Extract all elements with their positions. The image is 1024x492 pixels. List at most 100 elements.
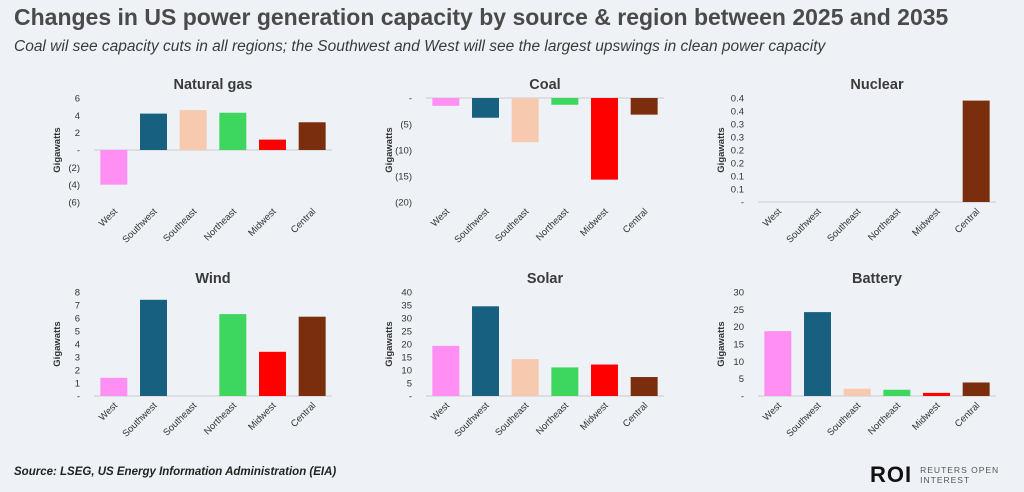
y-tick-label: 25 — [733, 305, 744, 316]
panel-title-natural-gas: Natural gas — [174, 77, 253, 93]
y-tick-label: - — [741, 198, 744, 209]
y-tick-label: 30 — [733, 288, 744, 299]
x-tick-label-west: West — [97, 400, 120, 423]
bar-natural-gas-southeast — [179, 110, 207, 150]
y-tick-label: 15 — [401, 353, 412, 364]
y-axis-label: Gigawatts — [52, 321, 63, 366]
x-tick-label-southeast: Southeast — [493, 206, 531, 244]
bar-nuclear-central — [962, 100, 990, 202]
x-tick-label-southwest: Southwest — [452, 206, 491, 245]
bar-natural-gas-west — [100, 150, 128, 185]
y-tick-label: 7 — [75, 301, 80, 312]
y-tick-label: 0.3 — [731, 120, 744, 131]
x-tick-label-midwest: Midwest — [246, 206, 279, 239]
chart-nuclear: Nuclear Gigawatts 0.4 0.4 0.3 0.3 0.2 0.2 0.1 0.1… — [716, 77, 996, 245]
bar-battery-southeast — [843, 388, 871, 396]
x-tick-label-west: West — [761, 206, 784, 229]
bar-coal-midwest — [591, 98, 618, 180]
bar-solar-southeast — [511, 359, 539, 396]
panel-solar: Solar Gigawatts 40 35 30 25 20 15 10 5 - West Southw… — [346, 266, 676, 454]
y-tick-label: (20) — [395, 198, 412, 209]
bar-wind-west — [100, 377, 128, 396]
y-tick-label: (10) — [395, 146, 412, 157]
bar-wind-southwest — [140, 299, 167, 396]
bar-wind-midwest — [259, 351, 286, 396]
x-tick-label-southwest: Southwest — [784, 206, 823, 245]
x-tick-label-southeast: Southeast — [493, 400, 531, 438]
x-tick-label-northeast: Northeast — [202, 206, 239, 243]
bar-solar-central — [630, 377, 658, 396]
y-axis-label: Gigawatts — [716, 321, 727, 366]
y-tick-label: 25 — [401, 327, 412, 338]
chart-battery: Battery Gigawatts 30 25 20 15 10 5 - West Southwes… — [716, 271, 996, 439]
y-tick-label: 2 — [75, 366, 80, 377]
bar-wind-northeast — [219, 314, 247, 396]
y-tick-label: (2) — [68, 163, 80, 174]
y-tick-label: 0.1 — [731, 185, 744, 196]
y-tick-label: 5 — [739, 374, 744, 385]
bar-battery-west — [764, 331, 792, 396]
x-tick-label-southeast: Southeast — [825, 206, 863, 244]
x-tick-label-west: West — [429, 206, 452, 229]
bar-coal-southwest — [472, 98, 499, 118]
y-axis-label: Gigawatts — [384, 127, 395, 172]
logo-text: REUTERS OPEN INTEREST — [920, 465, 1000, 485]
logo-mark: ROI — [870, 462, 913, 487]
y-tick-label: 10 — [733, 357, 744, 368]
chart-solar: Solar Gigawatts 40 35 30 25 20 15 10 5 - West Southw… — [384, 271, 664, 439]
roi-logo: ROI REUTERS OPEN INTEREST — [870, 462, 1000, 488]
panel-title-coal: Coal — [529, 77, 560, 93]
y-tick-label: 8 — [75, 288, 80, 299]
bar-natural-gas-midwest — [259, 139, 286, 150]
y-tick-label: 3 — [75, 353, 80, 364]
chart-coal: Coal Gigawatts - (5) (10) (15) (20) West Southwe… — [384, 77, 664, 245]
y-tick-label: 20 — [401, 340, 412, 351]
bar-coal-west — [432, 98, 460, 106]
bar-solar-west — [432, 345, 460, 396]
y-tick-label: 35 — [401, 301, 412, 312]
source-note: Source: LSEG, US Energy Information Admi… — [14, 466, 337, 478]
x-tick-label-midwest: Midwest — [910, 206, 943, 239]
x-tick-label-midwest: Midwest — [578, 206, 611, 239]
x-tick-label-central: Central — [289, 400, 318, 429]
bar-natural-gas-northeast — [219, 112, 247, 150]
panel-nuclear: Nuclear Gigawatts 0.4 0.4 0.3 0.3 0.2 0.2 0.1 0.1… — [678, 72, 1008, 260]
bar-battery-northeast — [883, 389, 911, 396]
x-tick-label-midwest: Midwest — [578, 400, 611, 433]
y-tick-label: - — [77, 392, 80, 403]
panel-natural-gas: Natural gas Gigawatts 6 4 2- (2) (4) (6) West Sou… — [14, 72, 344, 260]
y-tick-label: (15) — [395, 172, 412, 183]
chart-wind: Wind Gigawatts 8 7 6 5 4 3 2 1 - West Southwest South… — [52, 271, 332, 439]
y-tick-label: (5) — [400, 120, 412, 131]
bar-battery-central — [962, 382, 990, 396]
bar-coal-southeast — [511, 98, 539, 143]
panel-title-solar: Solar — [527, 271, 564, 287]
y-tick-label: 40 — [401, 288, 412, 299]
x-tick-label-northeast: Northeast — [866, 400, 903, 437]
y-tick-label: 0.2 — [731, 146, 744, 157]
x-tick-label-central: Central — [953, 206, 982, 235]
x-tick-label-central: Central — [621, 400, 650, 429]
y-tick-label: 20 — [733, 322, 744, 333]
x-tick-label-southwest: Southwest — [452, 400, 491, 439]
y-tick-label: 4 — [75, 340, 80, 351]
y-tick-label: 6 — [75, 314, 80, 325]
bar-coal-central — [630, 98, 658, 115]
panel-wind: Wind Gigawatts 8 7 6 5 4 3 2 1 - West Southwest South… — [14, 266, 344, 454]
y-tick-label: 0.3 — [731, 133, 744, 144]
panel-coal: Coal Gigawatts - (5) (10) (15) (20) West Southwe… — [346, 72, 676, 260]
x-tick-label-northeast: Northeast — [534, 400, 571, 437]
x-tick-label-northeast: Northeast — [202, 400, 239, 437]
y-tick-label: (4) — [68, 180, 80, 191]
x-tick-label-west: West — [761, 400, 784, 423]
y-tick-label: (6) — [68, 198, 80, 209]
y-axis-label: Gigawatts — [716, 127, 727, 172]
x-tick-label-southeast: Southeast — [161, 206, 199, 244]
x-tick-label-southeast: Southeast — [161, 400, 199, 438]
y-tick-label: - — [741, 392, 744, 403]
y-tick-label: - — [409, 392, 412, 403]
y-tick-label: 6 — [75, 94, 80, 105]
bar-natural-gas-southwest — [140, 113, 167, 150]
x-tick-label-southwest: Southwest — [784, 400, 823, 439]
x-tick-label-southwest: Southwest — [120, 400, 159, 439]
